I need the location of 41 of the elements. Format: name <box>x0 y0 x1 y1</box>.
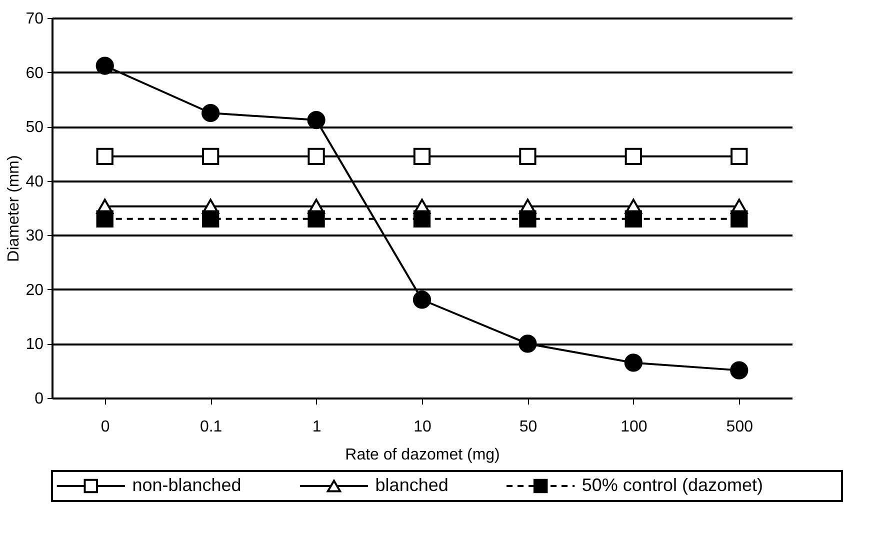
y-tick-label: 0 <box>34 390 44 408</box>
point <box>624 148 642 166</box>
point <box>96 56 114 75</box>
point <box>307 111 326 130</box>
point <box>519 210 536 228</box>
point <box>730 210 748 228</box>
y-axis-title: Diameter (mm) <box>6 155 23 262</box>
point <box>96 148 114 166</box>
x-axis-title: Rate of dazomet (mg) <box>345 446 500 464</box>
x-tick-label: 10 <box>414 418 432 436</box>
point <box>412 290 432 309</box>
point <box>202 210 220 228</box>
point <box>308 148 325 166</box>
point <box>413 148 431 166</box>
x-tick-label: 500 <box>726 418 754 436</box>
point <box>730 148 748 166</box>
y-tick-label: 30 <box>26 228 44 245</box>
point <box>730 361 748 380</box>
x-tick-label: 100 <box>620 418 648 436</box>
legend-label: non-blanched <box>132 475 242 495</box>
point <box>624 354 642 372</box>
y-tick-label: 10 <box>26 336 44 354</box>
point <box>96 210 114 228</box>
x-tick-label: 0 <box>100 418 110 436</box>
legend-label: blanched <box>375 475 448 495</box>
point <box>308 210 325 228</box>
x-tick-label: 1 <box>312 418 322 436</box>
y-tick-label: 40 <box>26 173 44 190</box>
y-tick-label: 50 <box>26 119 44 136</box>
point <box>202 148 220 166</box>
legend-label: 50% control (dazomet) <box>582 475 763 495</box>
point <box>518 334 537 353</box>
y-tick-label: 20 <box>26 282 44 299</box>
y-tick-label: 70 <box>26 10 44 28</box>
point <box>519 148 536 166</box>
y-tick-label: 60 <box>26 64 44 82</box>
x-tick-label: 0.1 <box>200 418 222 436</box>
x-tick-label: 50 <box>519 418 538 436</box>
point <box>413 210 431 228</box>
point <box>624 210 642 228</box>
point <box>202 104 220 122</box>
